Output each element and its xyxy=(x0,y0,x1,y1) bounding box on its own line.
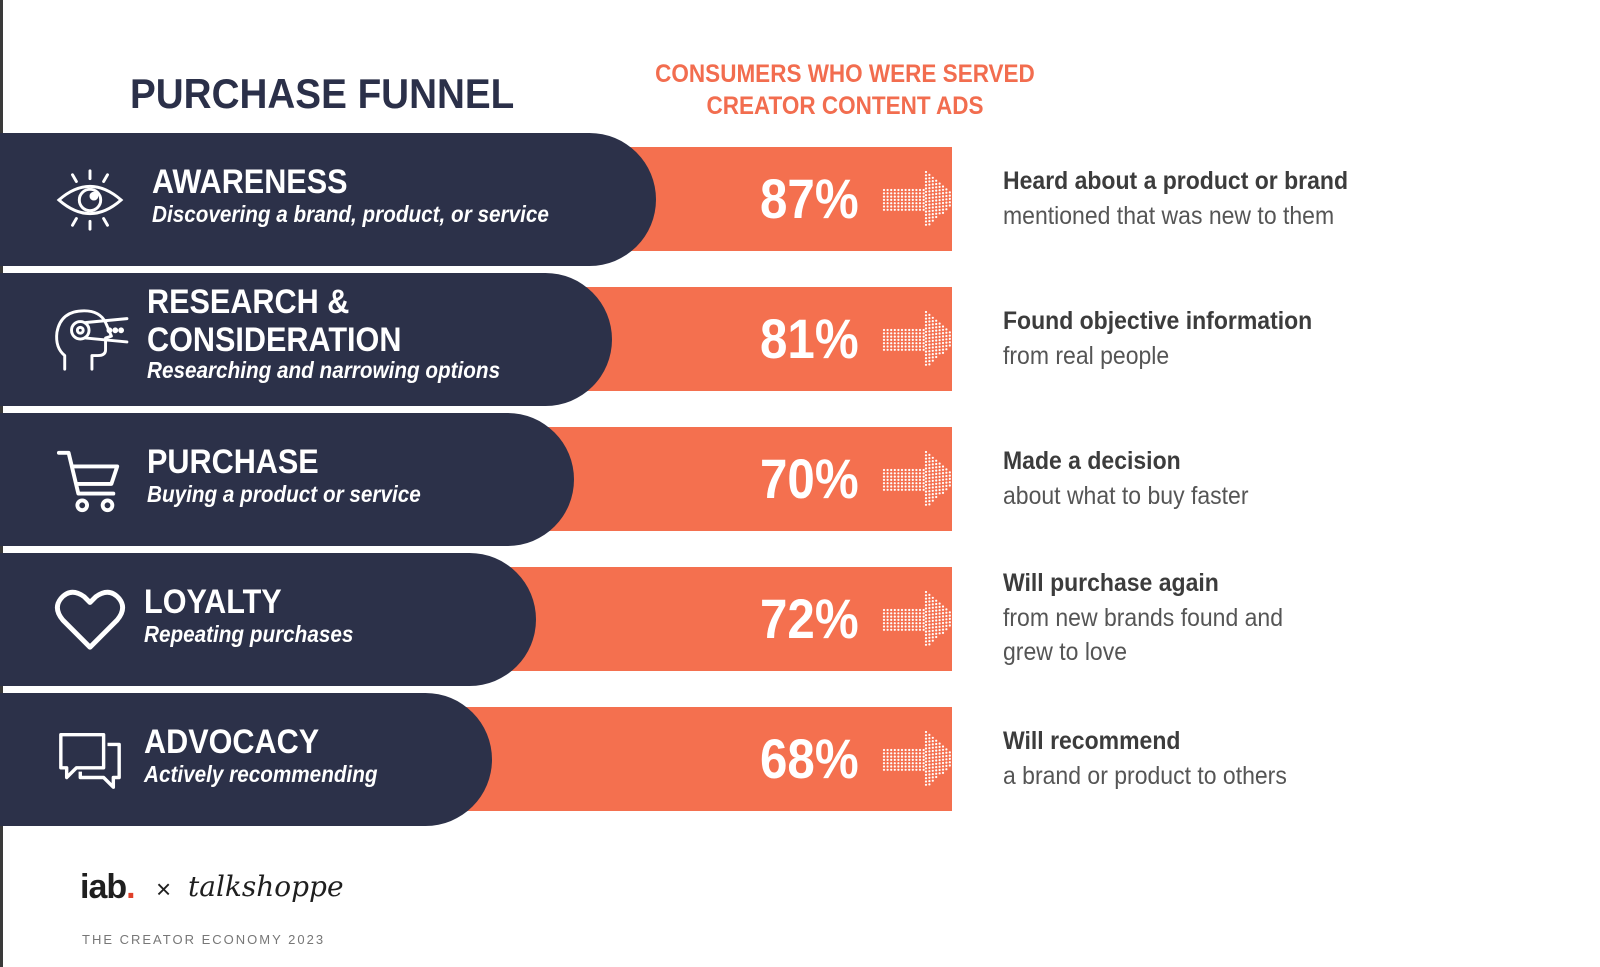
outcome-detail: from real people xyxy=(1003,339,1169,373)
outcome-detail-line: from real people xyxy=(1003,342,1170,370)
outcome-detail: a brand or product to others xyxy=(1003,759,1287,793)
funnel-row: LOYALTY Repeating purchases 72% Will purcha… xyxy=(0,553,1600,686)
column-header: CONSUMERS WHO WERE SERVED CREATOR CONTEN… xyxy=(620,58,1070,122)
footer-subtitle: THE CREATOR ECONOMY 2023 xyxy=(82,932,326,947)
bar xyxy=(504,427,952,531)
dotted-arrow-icon xyxy=(882,311,958,366)
outcome-detail: about what to buy faster xyxy=(1003,479,1248,513)
cart-icon xyxy=(56,450,120,513)
head-gear-icon xyxy=(55,309,129,371)
stage-pill xyxy=(0,553,536,686)
stage-description: Actively recommending xyxy=(144,761,378,787)
stage-name-line: AWARENESS xyxy=(152,163,348,201)
outcome-detail-line: mentioned that was new to them xyxy=(1003,202,1335,230)
stage-name: PURCHASE xyxy=(147,443,319,481)
outcome-detail: from new brands found and grew to love xyxy=(1003,601,1283,669)
outcome-detail-line: a brand or product to others xyxy=(1003,762,1287,790)
outcome-detail-line: about what to buy faster xyxy=(1003,482,1249,510)
stage-description: Researching and narrowing options xyxy=(147,357,501,383)
funnel-row: RESEARCH & CONSIDERATION Researching and n… xyxy=(0,273,1600,406)
dotted-arrow-icon xyxy=(882,591,958,646)
data-label: 68% xyxy=(760,727,859,790)
heart-icon xyxy=(55,589,125,650)
stage-name-line: PURCHASE xyxy=(147,443,319,481)
outcome-heading: Heard about a product or brand xyxy=(1003,167,1349,195)
dotted-arrow-icon xyxy=(882,451,958,506)
stage-pill xyxy=(0,693,492,826)
outcome-heading: Will recommend xyxy=(1003,727,1181,755)
data-label: 81% xyxy=(760,307,859,370)
stage-description: Discovering a brand, product, or service xyxy=(152,201,549,227)
stage-pill xyxy=(0,413,574,546)
talkshoppe-logo: talkshoppe xyxy=(188,870,344,903)
outcome-detail-line: from new brands found and xyxy=(1003,604,1284,632)
data-label: 87% xyxy=(760,167,859,230)
footer-logo: iab. × talkshoppe xyxy=(80,868,344,916)
stage-name: AWARENESS xyxy=(152,163,348,201)
stage-name: RESEARCH & CONSIDERATION xyxy=(147,283,401,359)
page-title: PURCHASE FUNNEL xyxy=(130,70,515,117)
bar xyxy=(422,707,952,811)
dotted-arrow-icon xyxy=(882,171,958,226)
stage-pill xyxy=(0,133,656,266)
iab-logo: iab. xyxy=(80,868,136,907)
iab-dot: . xyxy=(126,868,136,906)
stage-name: LOYALTY xyxy=(144,583,282,621)
stage-name-line: ADVOCACY xyxy=(144,723,320,761)
funnel-row: ADVOCACY Actively recommending 68% Will rec… xyxy=(0,693,1600,826)
funnel-row: AWARENESS Discovering a brand, product, o… xyxy=(0,133,1600,266)
column-header-line-1: CONSUMERS WHO WERE SERVED xyxy=(655,60,1035,88)
stage-name-line: LOYALTY xyxy=(144,583,282,621)
dotted-arrow-icon xyxy=(882,731,958,786)
outcome-heading: Will purchase again xyxy=(1003,569,1219,597)
data-label: 72% xyxy=(760,587,859,650)
eye-icon xyxy=(56,169,124,231)
chat-bubbles-icon xyxy=(59,733,121,789)
outcome-detail-line: grew to love xyxy=(1003,638,1128,666)
data-label: 70% xyxy=(760,447,859,510)
stage-description: Buying a product or service xyxy=(147,481,421,507)
iab-text: iab xyxy=(80,868,127,906)
bar xyxy=(466,567,952,671)
outcome-heading: Found objective information xyxy=(1003,307,1313,335)
stage-description: Repeating purchases xyxy=(144,621,354,647)
funnel-row: PURCHASE Buying a product or service 70% Ma… xyxy=(0,413,1600,546)
stage-name-line: RESEARCH & xyxy=(147,283,350,321)
times-symbol: × xyxy=(156,874,172,904)
stage-name-line: CONSIDERATION xyxy=(147,321,402,359)
column-header-line-2: CREATOR CONTENT ADS xyxy=(706,92,984,120)
outcome-detail: mentioned that was new to them xyxy=(1003,199,1334,233)
stage-name: ADVOCACY xyxy=(144,723,319,761)
outcome-heading: Made a decision xyxy=(1003,447,1181,475)
